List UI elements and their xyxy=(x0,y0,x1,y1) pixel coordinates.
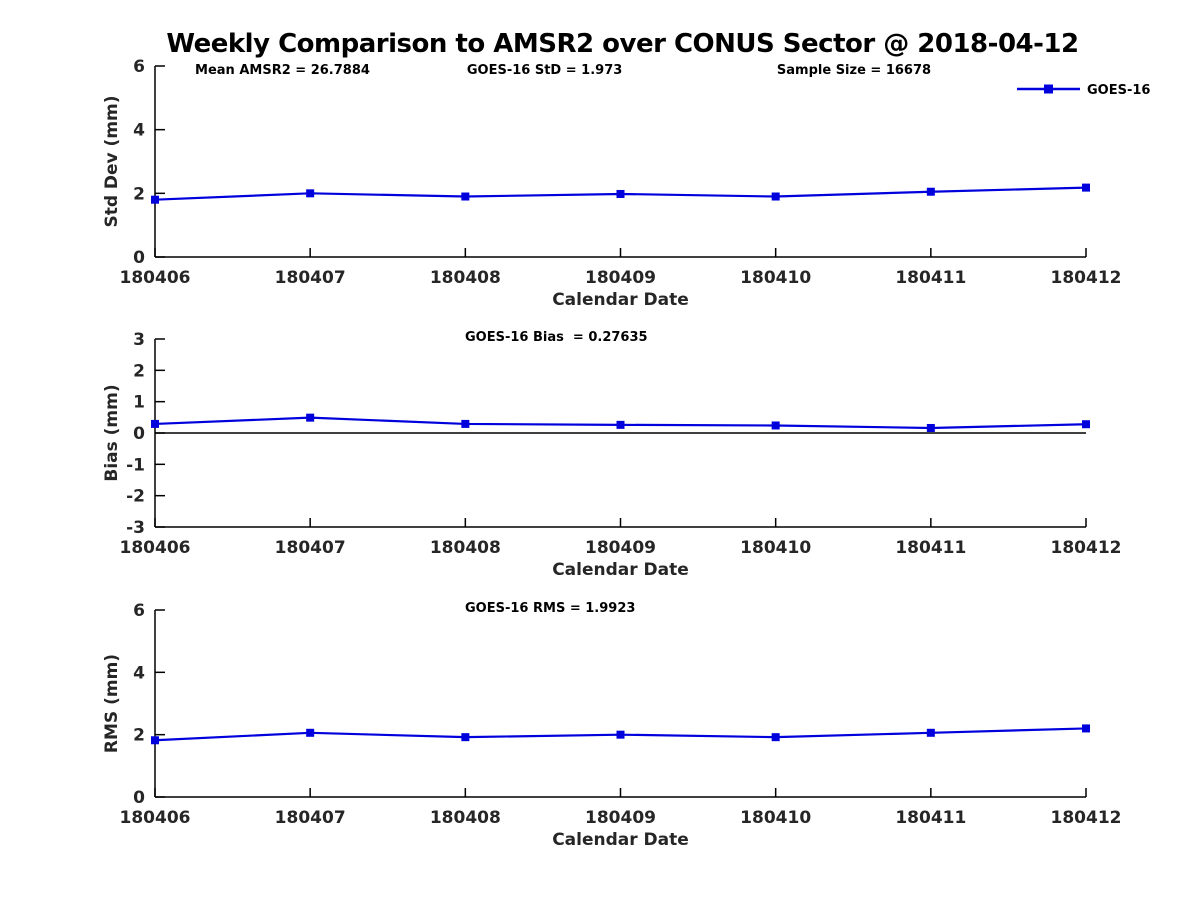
data-point-marker xyxy=(1082,183,1090,192)
x-tick-label: 180408 xyxy=(430,268,501,288)
y-tick-label: 4 xyxy=(133,663,145,683)
y-tick-label: 0 xyxy=(133,424,145,444)
x-tick-label: 180406 xyxy=(120,268,191,288)
x-tick-label: 180407 xyxy=(275,268,346,288)
data-point-marker xyxy=(771,421,780,430)
x-tick-label: 180411 xyxy=(895,268,966,288)
x-axis-title: Calendar Date xyxy=(552,290,689,310)
data-point-marker xyxy=(926,187,935,196)
subplot-rms: 0 2 4 6 180406 180407 180408 180409 180410 180411… xyxy=(102,601,1121,850)
data-point-marker xyxy=(151,419,159,428)
figure-title: Weekly Comparison to AMSR2 over CONUS Se… xyxy=(166,29,1079,59)
y-tick-label: 4 xyxy=(133,121,145,141)
y-tick-label: 6 xyxy=(133,57,145,77)
data-point-marker xyxy=(461,733,470,742)
y-tick-label: 2 xyxy=(133,726,145,746)
legend-marker xyxy=(1044,84,1053,94)
data-point-marker xyxy=(616,730,625,739)
x-tick-label: 180412 xyxy=(1051,808,1122,828)
y-tick-label: 6 xyxy=(133,601,145,621)
y-tick-label: 2 xyxy=(133,361,145,381)
y-axis-title: Std Dev (mm) xyxy=(102,95,122,227)
data-point-marker xyxy=(926,423,935,432)
annotation: GOES-16 RMS = 1.9923 xyxy=(465,601,635,616)
data-point-marker xyxy=(1082,420,1090,429)
y-tick-label: 2 xyxy=(133,184,145,204)
y-axis-title: Bias (mm) xyxy=(102,384,122,481)
x-tick-label: 180408 xyxy=(430,538,501,558)
data-point-marker xyxy=(151,736,159,745)
annotation: GOES-16 StD = 1.973 xyxy=(467,63,622,78)
y-tick-label: 3 xyxy=(133,330,145,350)
data-point-marker xyxy=(616,189,625,198)
y-tick-label: -3 xyxy=(126,518,145,538)
x-axis-title: Calendar Date xyxy=(552,560,689,580)
data-point-marker xyxy=(1082,724,1090,733)
data-point-marker xyxy=(461,419,470,428)
data-point-marker xyxy=(771,733,780,742)
y-tick-label: -1 xyxy=(126,455,145,475)
x-tick-label: 180412 xyxy=(1051,268,1122,288)
data-point-marker xyxy=(926,728,935,737)
x-tick-label: 180407 xyxy=(275,808,346,828)
annotation: Mean AMSR2 = 26.7884 xyxy=(195,63,370,78)
y-tick-label: 0 xyxy=(133,788,145,808)
x-tick-label: 180408 xyxy=(430,808,501,828)
x-tick-label: 180409 xyxy=(585,268,656,288)
x-tick-label: 180409 xyxy=(585,808,656,828)
x-tick-label: 180411 xyxy=(895,538,966,558)
annotation: GOES-16 Bias = 0.27635 xyxy=(465,330,648,345)
data-point-marker xyxy=(771,192,780,201)
data-point-marker xyxy=(306,189,315,198)
data-point-marker xyxy=(616,420,625,429)
x-tick-label: 180406 xyxy=(120,538,191,558)
x-tick-label: 180409 xyxy=(585,538,656,558)
y-tick-label: -2 xyxy=(126,487,145,507)
subplot-std-dev: 0 2 4 6 180406 180407 180408 180409 180410 180411… xyxy=(102,57,1150,310)
data-point-marker xyxy=(461,192,470,201)
data-point-marker xyxy=(306,728,315,737)
x-tick-label: 180410 xyxy=(740,538,811,558)
x-axis-title: Calendar Date xyxy=(552,830,689,850)
y-tick-label: 0 xyxy=(133,248,145,268)
x-tick-label: 180407 xyxy=(275,538,346,558)
data-point-marker xyxy=(306,413,315,422)
x-tick-label: 180410 xyxy=(740,808,811,828)
x-tick-label: 180410 xyxy=(740,268,811,288)
y-tick-label: 1 xyxy=(133,393,145,413)
data-point-marker xyxy=(151,195,159,204)
legend-label: GOES-16 xyxy=(1087,83,1150,98)
annotation: Sample Size = 16678 xyxy=(777,63,931,78)
y-axis-title: RMS (mm) xyxy=(102,654,122,753)
x-tick-label: 180412 xyxy=(1051,538,1122,558)
x-tick-label: 180406 xyxy=(120,808,191,828)
x-tick-label: 180411 xyxy=(895,808,966,828)
